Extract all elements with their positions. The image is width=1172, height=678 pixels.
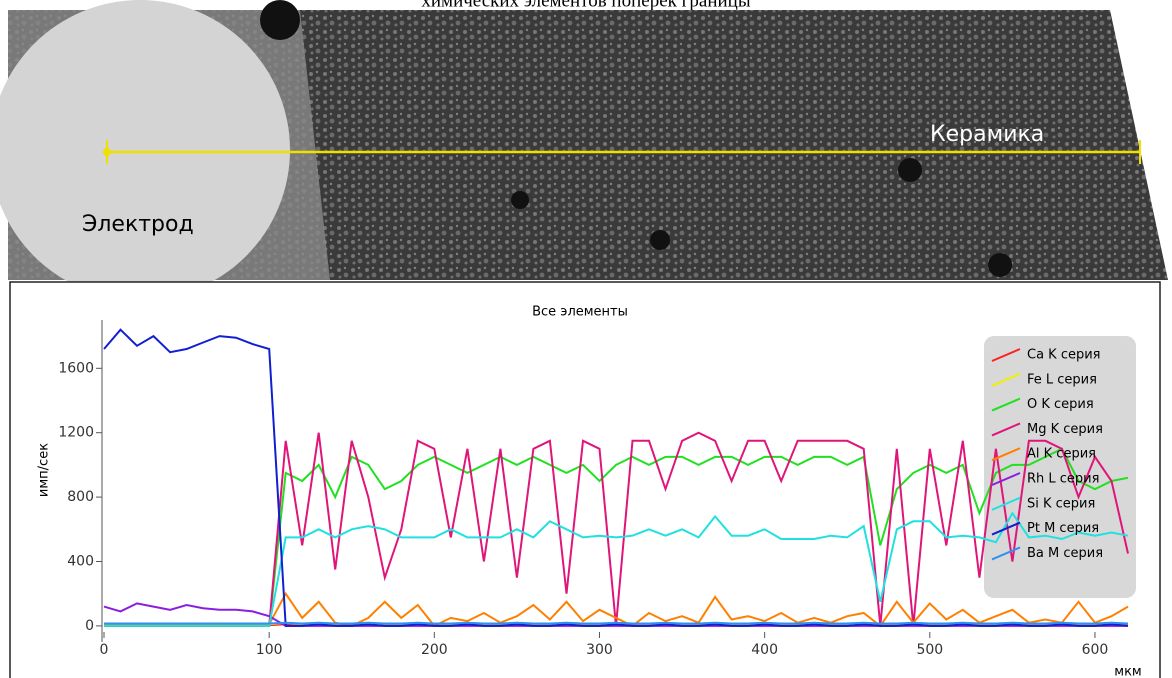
y-tick-label: 1600 xyxy=(58,360,94,376)
x-tick-label: 300 xyxy=(586,642,613,658)
legend-swatch xyxy=(991,472,1021,486)
legend-swatch xyxy=(991,397,1021,412)
legend-swatch xyxy=(991,422,1021,437)
y-tick-label: 0 xyxy=(85,618,94,634)
legend-label: O K серия xyxy=(1027,397,1094,412)
legend-swatch xyxy=(991,447,1021,462)
micrograph: Электрод Керамика xyxy=(0,0,1168,300)
legend-label: Pt M серия xyxy=(1027,521,1099,536)
x-tick-label: 500 xyxy=(916,642,943,658)
y-tick-label: 800 xyxy=(67,489,94,505)
x-tick-label: 400 xyxy=(751,642,778,658)
image-label: Керамика xyxy=(930,122,1044,147)
legend-swatch xyxy=(991,546,1021,561)
series-line xyxy=(104,591,1129,628)
legend-label: Si K серия xyxy=(1027,496,1095,511)
page-title: химических элементов поперек границы xyxy=(421,0,750,11)
legend-label: Ba M серия xyxy=(1027,546,1103,561)
legend-swatch xyxy=(991,521,1021,536)
y-axis-label: имп/сек xyxy=(37,443,52,497)
x-tick-label: 0 xyxy=(100,642,109,658)
legend-label: Al K серия xyxy=(1027,447,1096,462)
legend-swatch xyxy=(991,348,1021,362)
x-tick-label: 100 xyxy=(256,642,283,658)
chart-title: Все элементы xyxy=(532,305,628,320)
x-tick-label: 600 xyxy=(1082,642,1109,658)
legend-label: Rh L серия xyxy=(1027,472,1099,487)
legend-label: Fe L серия xyxy=(1027,372,1097,387)
legend-swatch xyxy=(991,372,1021,387)
x-tick-label: 200 xyxy=(421,642,448,658)
legend-label: Ca K серия xyxy=(1027,348,1101,363)
series-line xyxy=(103,602,1128,627)
series-line xyxy=(103,328,1129,627)
series-line xyxy=(104,511,1129,627)
image-label: Электрод xyxy=(82,212,194,237)
series-line xyxy=(104,621,1129,625)
legend-box xyxy=(984,336,1136,598)
legend-label: Mg K серия xyxy=(1027,422,1103,437)
y-tick-label: 400 xyxy=(67,554,94,570)
y-tick-label: 1200 xyxy=(58,425,94,441)
x-axis-label: мкм xyxy=(1114,665,1141,678)
legend-swatch xyxy=(991,496,1021,511)
